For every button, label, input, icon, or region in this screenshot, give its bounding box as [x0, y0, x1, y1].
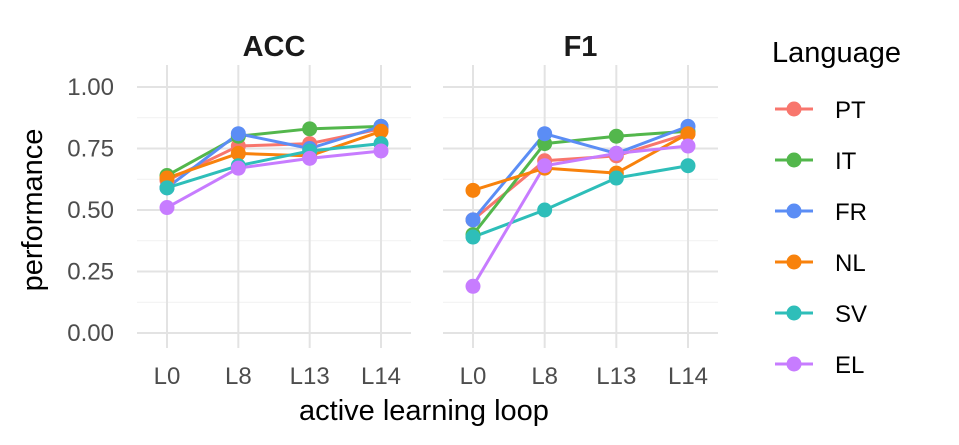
- series-line-fr: [471, 124, 689, 221]
- legend-key-point: [786, 203, 802, 219]
- legend-key-point: [786, 152, 802, 168]
- data-point-sv: [465, 229, 481, 245]
- series-line-el: [166, 149, 382, 209]
- y-tick-label: 1.00: [67, 74, 114, 101]
- data-point-el: [608, 145, 624, 161]
- legend-item-nl: NL: [775, 250, 866, 277]
- legend-key-point: [786, 305, 802, 321]
- data-point-sv: [608, 170, 624, 186]
- series-line-nl: [472, 132, 689, 192]
- x-tick-label: L13: [290, 363, 330, 390]
- legend-label: FR: [835, 199, 867, 226]
- legend-label: PT: [835, 97, 866, 124]
- data-point-it: [608, 128, 624, 144]
- legend-label: SV: [835, 301, 867, 328]
- x-tick-label: L0: [460, 363, 487, 390]
- data-point-el: [465, 278, 481, 294]
- legend-item-el: EL: [775, 352, 864, 379]
- series-line-el: [471, 144, 689, 288]
- y-tick-label: 0.25: [67, 259, 114, 286]
- legend: Language PT IT FR NL SV EL: [772, 37, 901, 379]
- data-point-sv: [159, 180, 175, 196]
- facets-layer: ACC L0 L8 L13 L14 F1 L0 L8 L13 L14: [137, 31, 718, 390]
- y-axis: 0.00 0.25 0.50 0.75 1.00: [67, 74, 114, 347]
- legend-key-point: [786, 101, 802, 117]
- x-axis-title: active learning loop: [299, 395, 549, 427]
- legend-item-pt: PT: [775, 97, 866, 124]
- legend-label: EL: [835, 352, 864, 379]
- x-tick-label: L8: [531, 363, 558, 390]
- data-point-nl: [680, 126, 696, 142]
- y-axis-title: performance: [17, 129, 49, 292]
- data-point-fr: [465, 212, 481, 228]
- data-point-el: [230, 160, 246, 176]
- series-line-sv: [472, 164, 689, 239]
- data-point-el: [373, 143, 389, 159]
- data-point-fr: [230, 126, 246, 142]
- facet-title: F1: [564, 31, 598, 63]
- legend-key-point: [786, 356, 802, 372]
- legend-label: IT: [835, 148, 857, 175]
- series-line-it: [166, 124, 382, 177]
- data-point-el: [159, 200, 175, 216]
- y-tick-label: 0.50: [67, 197, 114, 224]
- x-tick-label: L8: [225, 363, 252, 390]
- data-point-sv: [537, 202, 553, 218]
- data-point-fr: [537, 126, 553, 142]
- data-point-nl: [230, 145, 246, 161]
- legend-item-sv: SV: [775, 301, 867, 328]
- data-point-sv: [680, 158, 696, 174]
- data-point-it: [302, 121, 318, 137]
- facet-acc: ACC L0 L8 L13 L14: [137, 31, 411, 390]
- legend-title: Language: [772, 37, 901, 69]
- series-line-nl: [166, 129, 382, 180]
- data-point-el: [680, 138, 696, 154]
- y-tick-label: 0.75: [67, 136, 114, 163]
- legend-item-fr: FR: [775, 199, 867, 226]
- data-point-nl: [465, 182, 481, 198]
- data-point-nl: [373, 123, 389, 139]
- legend-label: NL: [835, 250, 866, 277]
- series-line-fr: [166, 124, 382, 190]
- x-tick-label: L0: [154, 363, 181, 390]
- data-point-el: [302, 150, 318, 166]
- x-tick-label: L14: [668, 363, 708, 390]
- data-point-el: [537, 158, 553, 174]
- series-line-it: [471, 129, 689, 236]
- legend-item-it: IT: [775, 148, 857, 175]
- series-line-pt: [472, 132, 689, 221]
- y-tick-label: 0.00: [67, 320, 114, 347]
- facet-f1: F1 L0 L8 L13 L14: [443, 31, 718, 390]
- x-tick-label: L14: [361, 363, 401, 390]
- x-tick-label: L13: [596, 363, 636, 390]
- facet-title: ACC: [243, 31, 306, 63]
- series-line-sv: [166, 142, 382, 190]
- legend-key-point: [786, 254, 802, 270]
